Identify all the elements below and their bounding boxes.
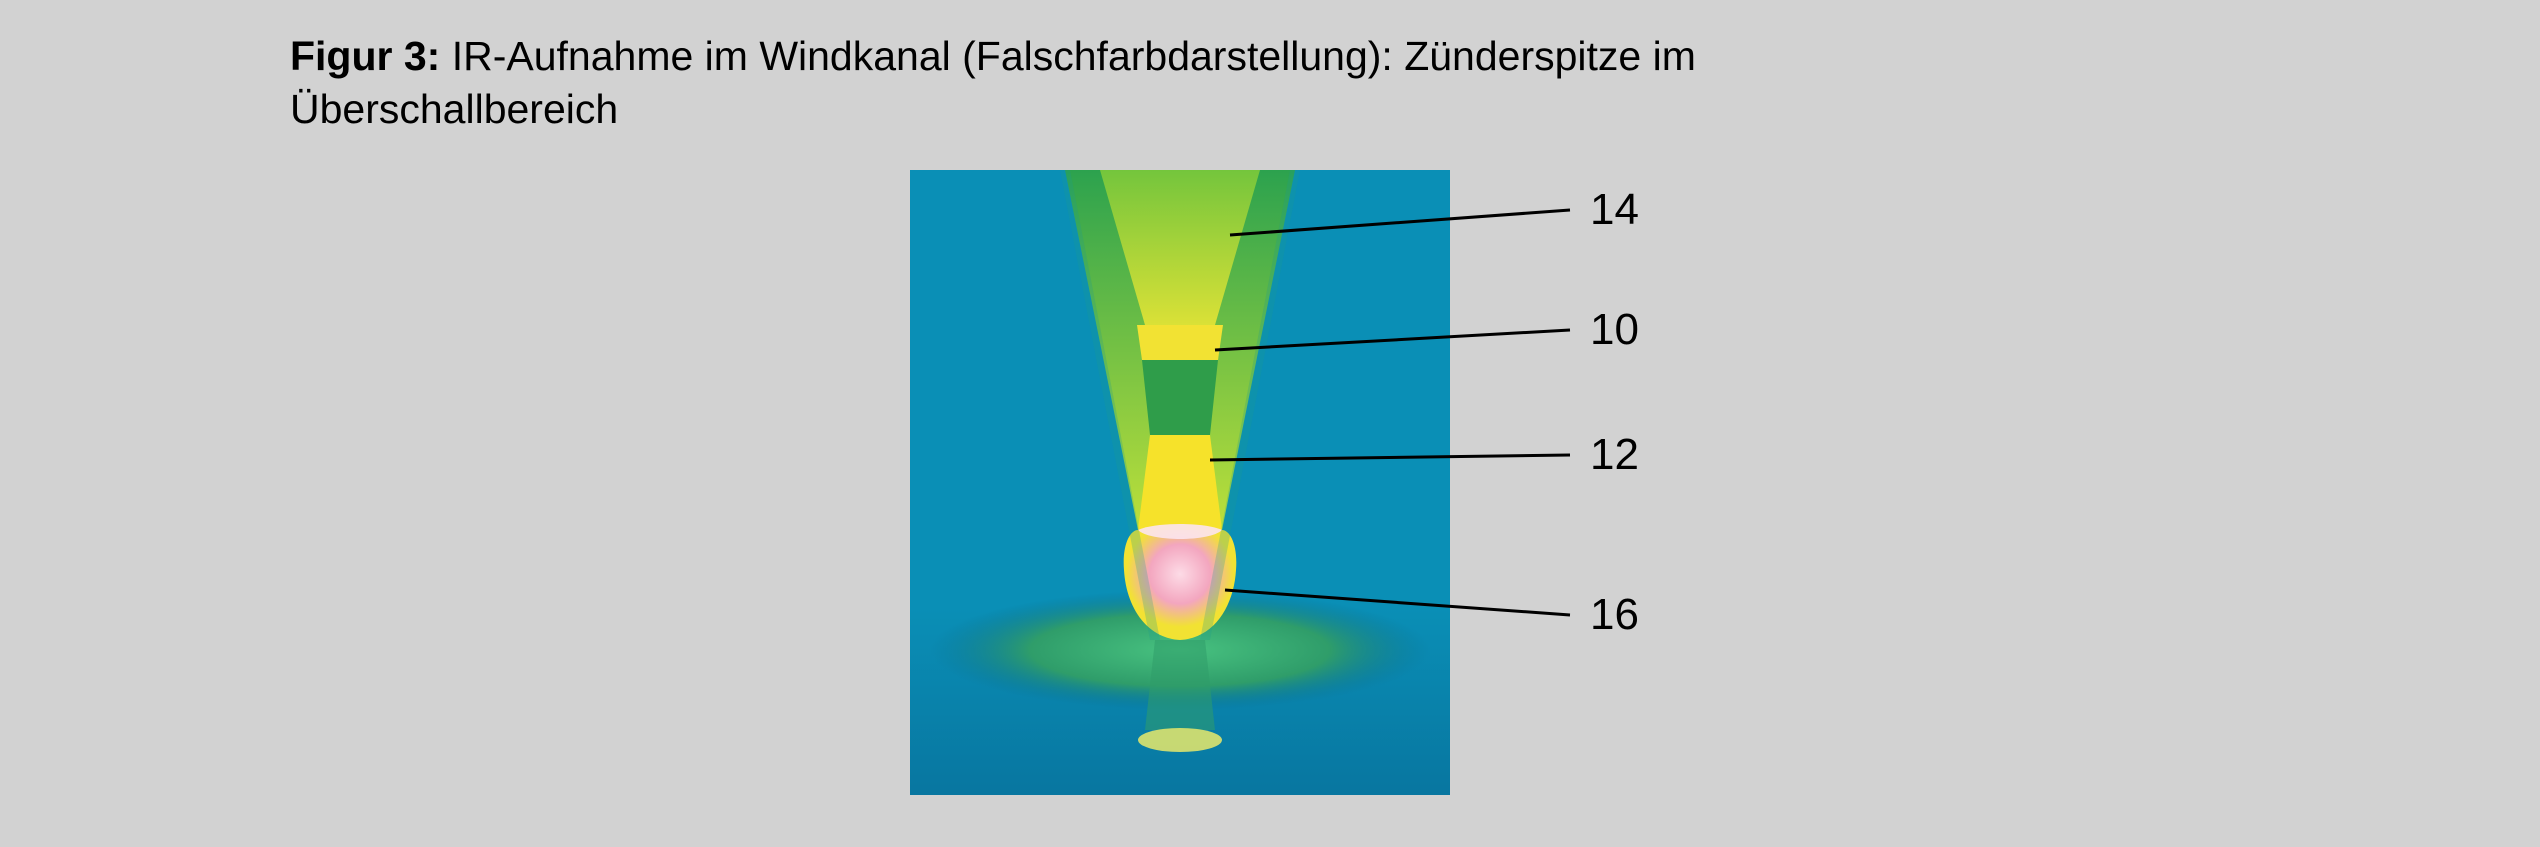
jet-reflection: [1145, 640, 1215, 730]
figure-caption-text: IR-Aufnahme im Windkanal (Falschfarbdars…: [290, 33, 1696, 132]
band-lower-yellow: [1138, 435, 1222, 530]
annotation-label-10: 10: [1590, 305, 1639, 355]
ir-thermal-image: [910, 170, 1450, 795]
band-yellow: [1137, 325, 1223, 360]
annotation-label-12: 12: [1590, 430, 1639, 480]
floor-hotspot: [1138, 728, 1222, 752]
figure-caption: Figur 3: IR-Aufnahme im Windkanal (Falsc…: [290, 30, 1790, 137]
ir-thermal-svg: [910, 170, 1450, 795]
figure-container: 14 10 12 16: [910, 170, 1730, 810]
annotation-label-14: 14: [1590, 185, 1639, 235]
annotation-label-16: 16: [1590, 590, 1639, 640]
band-green: [1142, 360, 1218, 435]
page: Figur 3: IR-Aufnahme im Windkanal (Falsc…: [0, 0, 2540, 847]
figure-caption-label: Figur 3:: [290, 33, 440, 79]
